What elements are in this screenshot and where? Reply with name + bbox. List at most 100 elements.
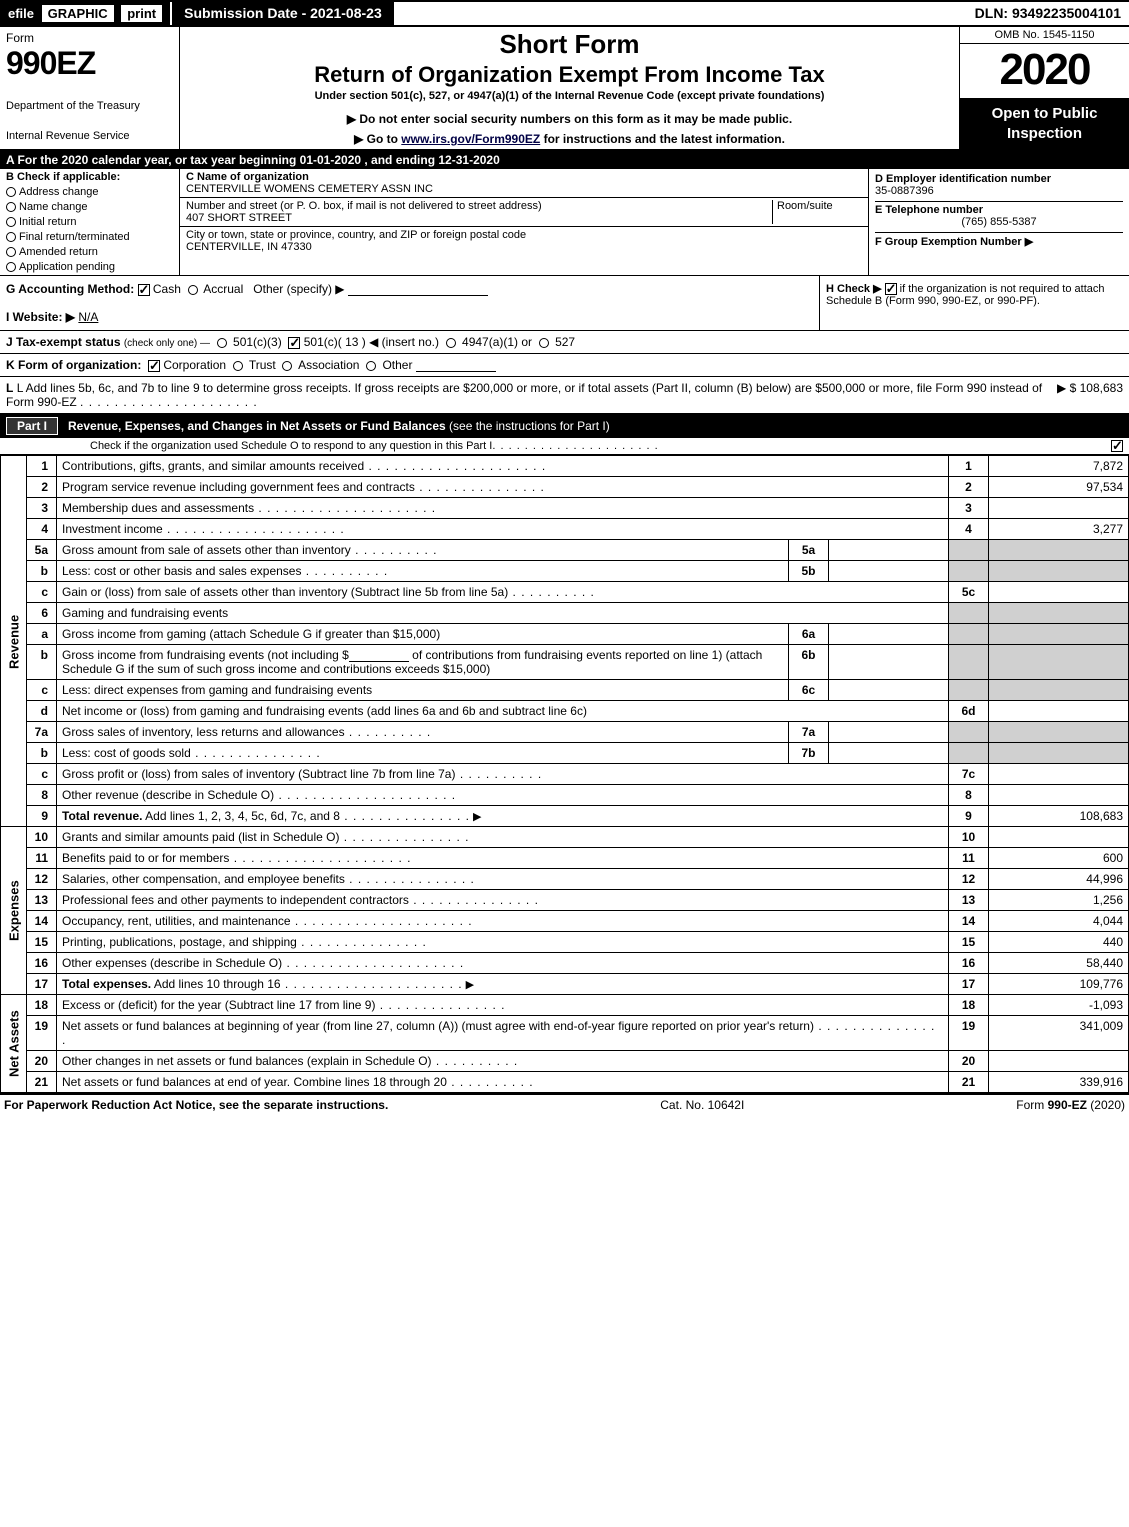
row-20: 20 Other changes in net assets or fund b… [1,1051,1129,1072]
tax-year: 2020 [960,44,1129,98]
oval-icon[interactable] [366,361,376,371]
j-sub: (check only one) — [124,338,210,349]
row-4: 4 Investment income 4 3,277 [1,519,1129,540]
c-city-block: City or town, state or province, country… [180,227,868,255]
f-group-block: F Group Exemption Number ▶ [875,233,1123,252]
form-number: 990EZ [6,45,173,82]
print-button[interactable]: print [121,5,162,22]
oval-icon[interactable] [6,232,16,242]
room-label: Room/suite [777,200,833,212]
line-a: A For the 2020 calendar year, or tax yea… [0,151,1129,169]
b-header: B Check if applicable: [6,171,173,183]
line-l: L L Add lines 5b, 6c, and 7b to line 9 t… [0,377,1129,414]
i-label: I Website: ▶ [6,310,75,324]
footer-right: Form 990-EZ (2020) [1016,1098,1125,1112]
b-opt-amended: Amended return [6,246,173,258]
spacer [394,2,967,25]
form-label: Form [6,31,173,45]
oval-icon[interactable] [6,247,16,257]
part1-sub: Check if the organization used Schedule … [0,438,1129,455]
row-21: 21 Net assets or fund balances at end of… [1,1072,1129,1093]
oval-icon[interactable] [233,361,243,371]
org-name: CENTERVILLE WOMENS CEMETERY ASSN INC [186,183,433,195]
oval-icon[interactable] [6,187,16,197]
oval-icon[interactable] [6,202,16,212]
ein-label: D Employer identification number [875,173,1051,185]
row-18: Net Assets 18 Excess or (deficit) for th… [1,995,1129,1016]
b-opt-pending: Application pending [6,261,173,273]
org-city: CENTERVILLE, IN 47330 [186,241,312,253]
checkbox-cash-icon[interactable] [138,284,150,296]
blank-line [416,360,496,372]
j-label: J Tax-exempt status [6,335,121,349]
dots [492,440,658,452]
checkbox-corp-icon[interactable] [148,360,160,372]
header-left: Form 990EZ Department of the Treasury In… [0,27,180,149]
part1-label: Part I [6,417,58,435]
oval-icon[interactable] [446,338,456,348]
b-opt-initial: Initial return [6,216,173,228]
top-bar: efile GRAPHIC print Submission Date - 20… [0,0,1129,27]
website-value: N/A [78,310,98,324]
irs-link[interactable]: www.irs.gov/Form990EZ [401,132,540,146]
oval-icon[interactable] [188,285,198,295]
checkbox-501c-icon[interactable] [288,337,300,349]
group-label: F Group Exemption Number ▶ [875,236,1033,248]
k-label: K Form of organization: [6,358,141,372]
row-5b: b Less: cost or other basis and sales ex… [1,561,1129,582]
line-k: K Form of organization: Corporation Trus… [0,354,1129,377]
part1-header: Part I Revenue, Expenses, and Changes in… [0,414,1129,438]
oval-icon[interactable] [539,338,549,348]
row-8: 8 Other revenue (describe in Schedule O)… [1,785,1129,806]
row-1: Revenue 1 Contributions, gifts, grants, … [1,456,1129,477]
c-name-label: C Name of organization [186,171,309,183]
l-amount: ▶ $ 108,683 [1047,381,1123,409]
g-block: G Accounting Method: Cash Accrual Other … [0,276,819,330]
note2-post: for instructions and the latest informat… [540,132,785,146]
header-right: OMB No. 1545-1150 2020 Open to Public In… [959,27,1129,149]
footer-left: For Paperwork Reduction Act Notice, see … [4,1098,388,1112]
line-j: J Tax-exempt status (check only one) — 5… [0,331,1129,354]
oval-icon[interactable] [6,217,16,227]
d-ein-block: D Employer identification number 35-0887… [875,171,1123,202]
row-2: 2 Program service revenue including gove… [1,477,1129,498]
row-17: 17 Total expenses. Add lines 10 through … [1,974,1129,995]
page-footer: For Paperwork Reduction Act Notice, see … [0,1093,1129,1115]
vlabel-expenses: Expenses [1,827,27,995]
dln: DLN: 93492235004101 [967,2,1129,25]
open-inspection: Open to Public Inspection [960,98,1129,149]
row-6c: c Less: direct expenses from gaming and … [1,680,1129,701]
oval-icon[interactable] [282,361,292,371]
c-name-block: C Name of organization CENTERVILLE WOMEN… [180,169,868,198]
row-6: 6 Gaming and fundraising events [1,603,1129,624]
b-opt-address: Address change [6,186,173,198]
row-10: Expenses 10 Grants and similar amounts p… [1,827,1129,848]
b-opt-final: Final return/terminated [6,231,173,243]
row-16: 16 Other expenses (describe in Schedule … [1,953,1129,974]
oval-icon[interactable] [217,338,227,348]
vlabel-revenue: Revenue [1,456,27,827]
part1-sub-text: Check if the organization used Schedule … [90,440,492,452]
efile-text: efile [8,6,34,21]
ein-value: 35-0887396 [875,185,934,197]
row-5a: 5a Gross amount from sale of assets othe… [1,540,1129,561]
oval-icon[interactable] [6,262,16,272]
row-12: 12 Salaries, other compensation, and emp… [1,869,1129,890]
city-label: City or town, state or province, country… [186,229,526,241]
tel-label: E Telephone number [875,204,983,216]
row-3: 3 Membership dues and assessments 3 [1,498,1129,519]
c-addr-block: Number and street (or P. O. box, if mail… [180,198,868,227]
part1-table: Revenue 1 Contributions, gifts, grants, … [0,455,1129,1093]
ssn-note: ▶ Do not enter social security numbers o… [188,112,951,126]
checkbox-scho-icon[interactable] [1111,440,1123,452]
row-13: 13 Professional fees and other payments … [1,890,1129,911]
h-pre: H Check ▶ [826,283,885,295]
addr-label: Number and street (or P. O. box, if mail… [186,200,542,212]
note2-pre: ▶ Go to [354,132,401,146]
graphic-button[interactable]: GRAPHIC [42,5,114,22]
form-header: Form 990EZ Department of the Treasury In… [0,27,1129,151]
col-b: B Check if applicable: Address change Na… [0,169,180,275]
goto-note: ▶ Go to www.irs.gov/Form990EZ for instru… [188,132,951,146]
row-6b: b Gross income from fundraising events (… [1,645,1129,680]
checkbox-h-icon[interactable] [885,283,897,295]
